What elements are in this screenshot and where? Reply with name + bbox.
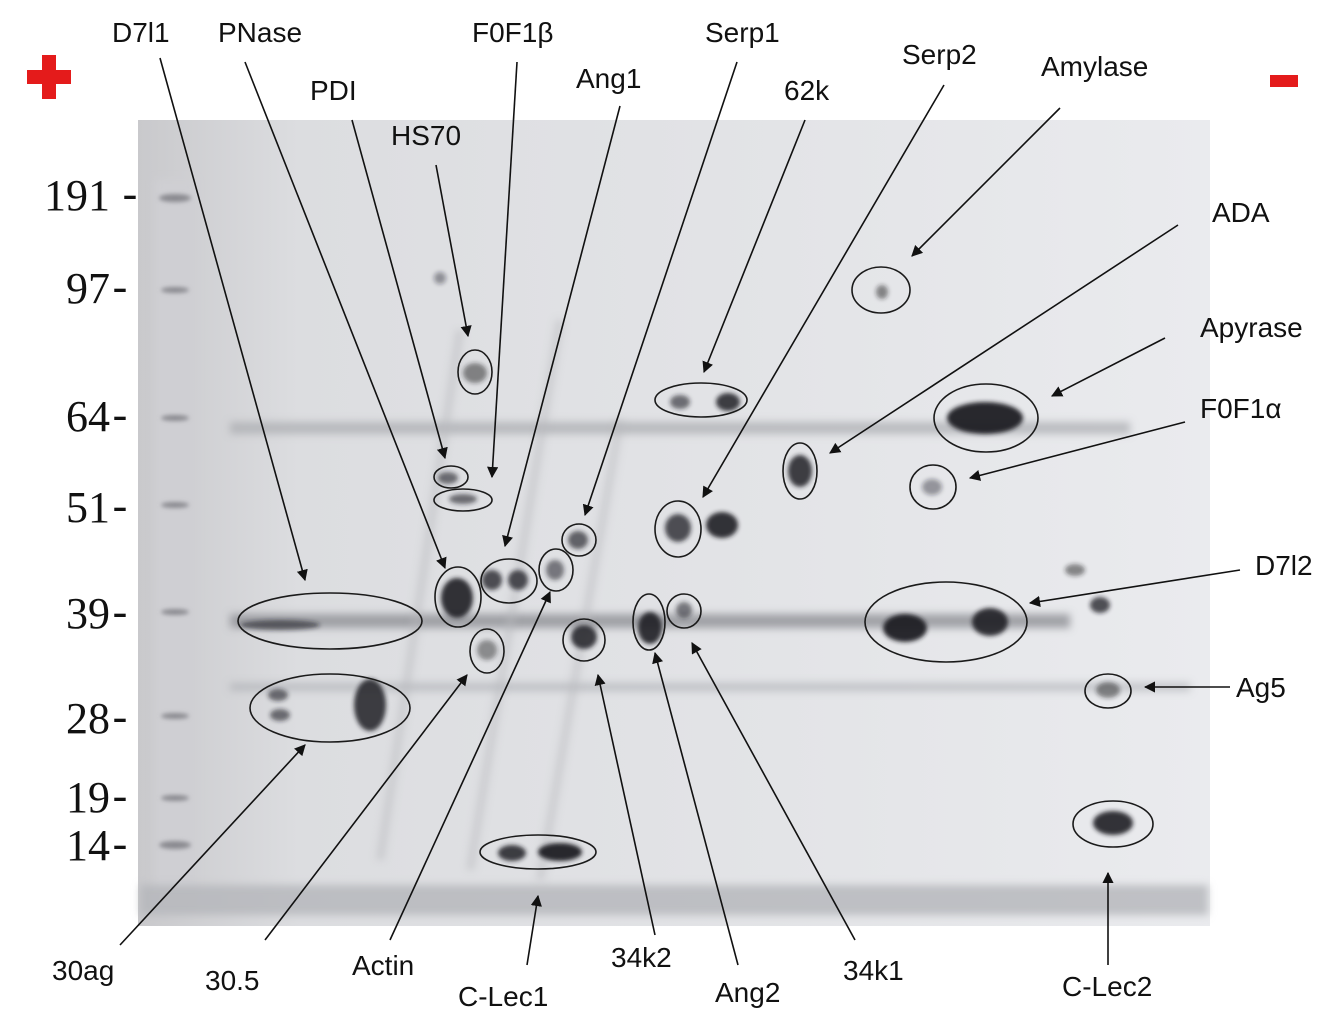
mw-tick: - [113, 481, 128, 530]
arrow-f0f1b [487, 61, 518, 479]
ring-30ag [249, 673, 411, 743]
ring-f0f1b [433, 488, 493, 512]
ring-d7l2 [864, 581, 1028, 663]
mw-marker-labels: 191 97 64 51 39 28 19 14 [44, 171, 110, 870]
mw-tick: - [113, 819, 128, 868]
label-34k1: 34k1 [843, 955, 904, 986]
label-amylase: Amylase [1041, 51, 1148, 82]
arrow-ang2 [652, 651, 739, 966]
arrow-30-5 [264, 674, 468, 941]
arrow-pdi [351, 119, 448, 460]
label-c-lec1: C-Lec1 [458, 981, 548, 1011]
mw-tick: - [113, 771, 128, 820]
label-ang2: Ang2 [715, 977, 780, 1008]
mw-tick: - [113, 692, 128, 741]
arrow-apyrase [1051, 337, 1166, 397]
pointer-arrows [119, 57, 1241, 966]
mw-28: 28 [66, 694, 110, 743]
label-ag5: Ag5 [1236, 672, 1286, 703]
arrow-62k [702, 119, 806, 374]
arrow-amylase [911, 107, 1061, 257]
ring-ag5 [1084, 673, 1132, 709]
mw-19: 19 [66, 773, 110, 822]
label-f0f1a: F0F1α [1200, 393, 1282, 424]
ring-pnase [434, 566, 482, 628]
ring-apyrase [933, 383, 1039, 453]
mw-14: 14 [66, 821, 110, 870]
label-serp2: Serp2 [902, 39, 977, 70]
ring-amylase [851, 266, 911, 314]
label-pdi: PDI [310, 75, 357, 106]
ring-hs70 [457, 349, 493, 395]
label-d7l2: D7l2 [1255, 550, 1313, 581]
label-ang1: Ang1 [576, 63, 641, 94]
ring-30-5 [469, 628, 505, 674]
gel-image [138, 120, 1210, 926]
label-d7l1: D7l1 [112, 17, 170, 48]
arrow-actin [389, 590, 551, 941]
arrow-30ag [119, 744, 306, 946]
ring-62k [654, 382, 748, 418]
mw-marker-ticks: - - - - - - - - [113, 169, 138, 868]
mw-tick: - [113, 587, 128, 636]
arrow-34k1 [691, 642, 856, 941]
mw-97: 97 [66, 264, 110, 313]
arrow-ang1 [502, 105, 621, 548]
label-34k2: 34k2 [611, 942, 672, 973]
arrow-c-lec1 [526, 894, 542, 966]
label-actin: Actin [352, 950, 414, 981]
mw-191: 191 [44, 171, 110, 220]
ring-d7l1 [237, 592, 423, 650]
ring-serp1 [561, 523, 597, 557]
protein-labels: D7l1 PNase PDI HS70 F0F1β Ang1 Serp1 62k… [52, 17, 1313, 1011]
ring-34k1 [666, 593, 702, 629]
arrow-d7l1 [159, 57, 308, 582]
ring-actin [538, 548, 574, 592]
mw-64: 64 [66, 392, 110, 441]
mw-51: 51 [66, 483, 110, 532]
label-hs70: HS70 [391, 120, 461, 151]
ring-ada [782, 442, 818, 500]
ring-pdi [433, 465, 469, 489]
ring-34k2-b [632, 593, 666, 651]
label-30-5: 30.5 [205, 965, 260, 996]
ring-f0f1a [909, 464, 957, 510]
ring-34k2-a [562, 618, 606, 662]
cathode-minus-icon [1270, 75, 1298, 87]
ring-serp2 [654, 500, 702, 558]
anode-plus-icon [27, 55, 71, 99]
arrow-hs70 [435, 164, 472, 338]
arrow-pnase [244, 61, 447, 570]
label-pnase: PNase [218, 17, 302, 48]
mw-39: 39 [66, 589, 110, 638]
mw-tick: - [113, 262, 128, 311]
label-apyrase: Apyrase [1200, 312, 1303, 343]
label-ada: ADA [1212, 197, 1270, 228]
label-f0f1b: F0F1β [472, 17, 553, 48]
arrow-serp1 [582, 61, 738, 517]
label-serp1: Serp1 [705, 17, 780, 48]
arrow-d7l2 [1028, 569, 1241, 607]
arrow-f0f1a [968, 421, 1186, 481]
label-c-lec2: C-Lec2 [1062, 971, 1152, 1002]
mw-tick: - [113, 390, 128, 439]
arrow-34k2 [594, 673, 656, 936]
ring-c-lec1 [479, 834, 597, 870]
ring-c-lec2 [1072, 800, 1154, 848]
spot-rings [237, 266, 1154, 870]
ring-ang1 [480, 558, 538, 604]
mw-tick: - [123, 169, 138, 218]
arrow-ada [829, 224, 1179, 454]
label-62k: 62k [784, 75, 830, 106]
label-30ag: 30ag [52, 955, 114, 986]
arrow-serp2 [702, 84, 945, 498]
